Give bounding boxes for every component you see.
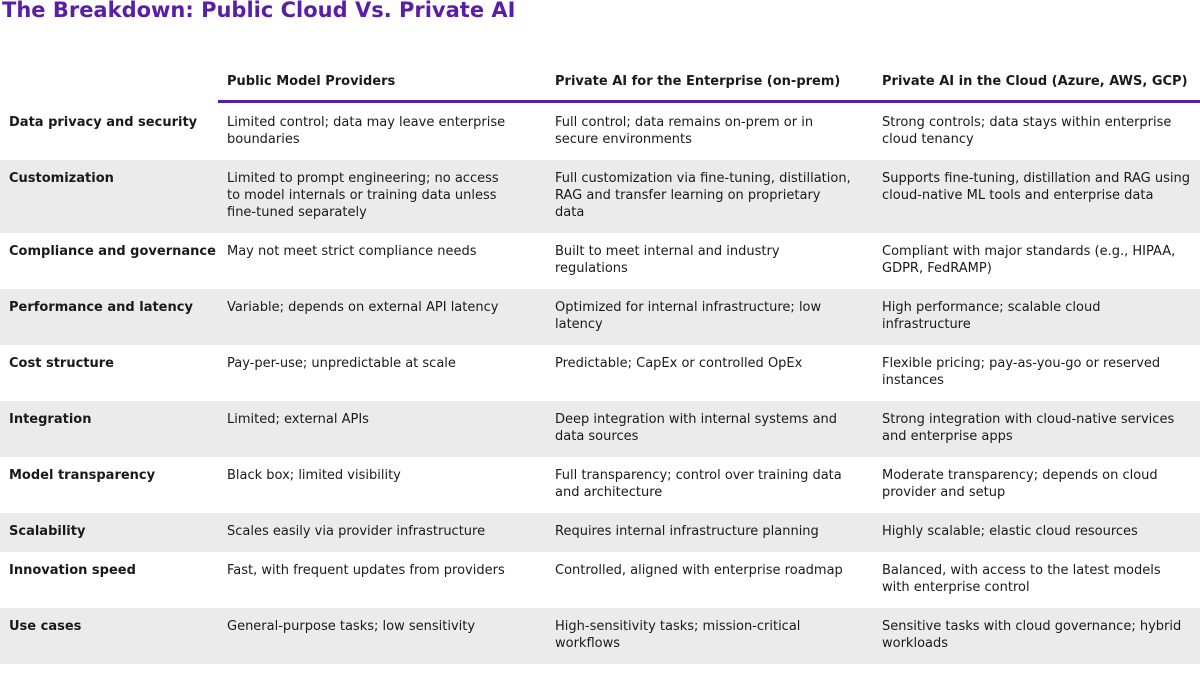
row-label: Model transparency — [9, 468, 156, 483]
table-cell: General-purpose tasks; low sensitivity — [227, 619, 476, 634]
table-body: Data privacy and security Limited control… — [0, 104, 1200, 664]
column-header: Private AI in the Cloud (Azure, AWS, GCP… — [882, 74, 1188, 89]
table-cell: Controlled, aligned with enterprise road… — [555, 563, 843, 578]
row-label: Cost structure — [9, 356, 114, 371]
row-label: Data privacy and security — [9, 115, 198, 130]
row-label: Performance and latency — [9, 300, 193, 315]
table-cell: Supports fine-tuning, distillation and R… — [882, 171, 1191, 203]
table-cell: Optimized for internal infrastructure; l… — [555, 300, 822, 332]
row-label: Customization — [9, 171, 114, 186]
row-label: Innovation speed — [9, 563, 136, 578]
table-row: Performance and latency Variable; depends… — [0, 289, 1200, 345]
table-cell: Limited control; data may leave enterpri… — [227, 115, 506, 147]
table-cell: Full control; data remains on-prem or in… — [555, 115, 814, 147]
table-row: Scalability Scales easily via provider in… — [0, 513, 1200, 552]
table-cell: Highly scalable; elastic cloud resources — [882, 524, 1138, 539]
table-cell: Predictable; CapEx or controlled OpEx — [555, 356, 803, 371]
table-cell: Deep integration with internal systems a… — [555, 412, 838, 444]
table-cell: Full transparency; control over training… — [555, 468, 842, 500]
table-cell: High-sensitivity tasks; mission-critical… — [555, 619, 801, 651]
table-cell: Requires internal infrastructure plannin… — [555, 524, 819, 539]
row-label: Integration — [9, 412, 92, 427]
table-cell: Balanced, with access to the latest mode… — [882, 563, 1161, 595]
table-cell: Scales easily via provider infrastructur… — [227, 524, 486, 539]
table-row: Cost structure Pay-per-use; unpredictable… — [0, 345, 1200, 401]
table-row: Compliance and governance May not meet st… — [0, 233, 1200, 289]
table-row: Data privacy and security Limited control… — [0, 104, 1200, 160]
table-row: Model transparency Black box; limited vis… — [0, 457, 1200, 513]
table-header: Public Model Providers Private AI for th… — [0, 70, 1200, 102]
table-cell: Variable; depends on external API latenc… — [227, 300, 499, 315]
table-cell: Built to meet internal and industry regu… — [555, 244, 780, 276]
table-cell: Compliant with major standards (e.g., HI… — [882, 244, 1176, 276]
row-label: Use cases — [9, 619, 82, 634]
table-cell: Black box; limited visibility — [227, 468, 401, 483]
title: The Breakdown: Public Cloud Vs. Private … — [2, 0, 516, 22]
table-cell: Strong controls; data stays within enter… — [882, 115, 1172, 147]
table-cell: Limited to prompt engineering; no access… — [227, 171, 499, 220]
table-row: Use cases General-purpose tasks; low sens… — [0, 608, 1200, 664]
row-label: Compliance and governance — [9, 244, 216, 259]
table-row: Customization Limited to prompt engineeri… — [0, 160, 1200, 233]
row-label: Scalability — [9, 524, 86, 539]
table-cell: Fast, with frequent updates from provide… — [227, 563, 505, 578]
table-cell: High performance; scalable cloud infrast… — [882, 300, 1101, 332]
table-cell: Pay-per-use; unpredictable at scale — [227, 356, 456, 371]
table-cell: May not meet strict compliance needs — [227, 244, 477, 259]
header-rule — [218, 100, 1200, 103]
table-row: Innovation speed Fast, with frequent upda… — [0, 552, 1200, 608]
table-cell: Moderate transparency; depends on cloud … — [882, 468, 1158, 500]
table-cell: Strong integration with cloud-native ser… — [882, 412, 1175, 444]
table-cell: Flexible pricing; pay-as-you-go or reser… — [882, 356, 1161, 388]
column-header: Private AI for the Enterprise (on-prem) — [555, 74, 841, 89]
table-cell: Limited; external APIs — [227, 412, 369, 427]
table-row: Integration Limited; external APIs Deep in… — [0, 401, 1200, 457]
column-header: Public Model Providers — [227, 74, 396, 89]
table-cell: Sensitive tasks with cloud governance; h… — [882, 619, 1182, 651]
table-cell: Full customization via fine-tuning, dist… — [555, 171, 851, 220]
